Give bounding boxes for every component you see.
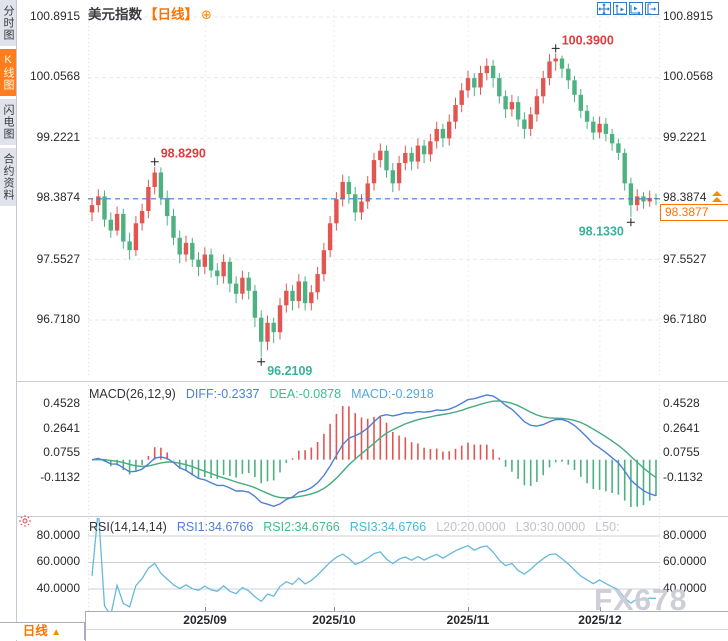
sidebar: 分时图 K线图 闪电图 合约资料 [0,0,17,641]
double-up-arrow-icon [712,191,722,203]
macd-axis-label: -0.1132 [663,470,703,484]
sidebar-tab-time-chart[interactable]: 分时图 [0,0,16,46]
add-indicator-icon[interactable]: ⊕ [201,7,212,22]
rsi1-value: RSI1:34.6766 [176,520,254,534]
svg-text:100.3900: 100.3900 [562,33,614,47]
y-axis-label: 100.0568 [29,69,80,83]
sidebar-tab-label: 合约资料 [2,153,14,201]
y-axis-label: 97.5527 [663,252,707,266]
macd-canvas[interactable] [88,385,660,516]
rsi-title: RSI(14,14,14) [89,520,167,534]
sidebar-tab-candlestick-chart[interactable]: K线图 [0,49,16,96]
rsi2-value: RSI2:34.6766 [263,520,340,534]
sidebar-tab-label: K线图 [2,54,14,91]
macd-axis-label: 0.4528 [43,396,80,410]
rsi-axis-label: 80.0000 [663,528,707,542]
scale-x-axis-icon [630,4,641,15]
up-triangle-icon: ▲ [51,627,62,638]
panel-divider [16,516,728,517]
chart-title: 美元指数 【日线】 ⊕ [88,3,212,23]
y-axis-label: 100.0568 [663,69,714,83]
sidebar-tab-label: 闪电图 [2,104,14,140]
x-axis-label: 2025/10 [312,613,356,627]
footer-separator [85,611,86,641]
y-axis-label: 98.3874 [36,190,80,204]
chart-toolbar [597,2,659,15]
panel-divider [16,381,728,382]
jump-to-latest-icon [647,2,656,15]
watermark: FX678 [594,584,688,617]
macd-diff-value: DIFF:-0.2337 [185,387,260,401]
y-axis-label: 98.3874 [663,190,707,204]
main-chart-canvas[interactable]: 98.8290 96.2109 100.3900 98.1330 [88,10,660,378]
rsi-l30-label: L30:30.0000 [515,520,586,534]
svg-text:98.8290: 98.8290 [161,147,206,161]
scale-x-axis-button[interactable] [629,2,643,15]
x-axis-label: 2025/12 [578,613,622,627]
month-tick [334,607,335,611]
macd-axis-label: 0.4528 [663,396,700,410]
timeframe-button[interactable]: 日线 ▲ [0,622,85,640]
current-price-tag: 98.3877 [660,204,728,221]
y-axis-label: 96.7180 [663,312,707,326]
macd-macd-value: MACD:-0.2918 [351,387,434,401]
pan-button[interactable] [597,2,611,15]
macd-header: MACD(26,12,9) DIFF:-0.2337 DEA:-0.0878 MACD… [89,387,444,401]
y-axis-label: 99.2221 [663,130,707,144]
y-axis-label: 99.2221 [36,130,80,144]
macd-axis-label: 0.2641 [663,421,700,435]
svg-text:98.1330: 98.1330 [579,224,624,238]
jump-to-latest-button[interactable] [645,2,659,15]
timeframe-button-label: 日线 [22,624,48,638]
month-tick [468,607,469,611]
macd-title: MACD(26,12,9) [89,387,176,401]
x-axis-bottom-line [85,629,728,630]
rsi-header: RSI(14,14,14) RSI1:34.6766 RSI2:34.6766 RSI… [89,520,630,534]
sidebar-tab-label: 分时图 [2,5,14,41]
x-axis-label: 2025/09 [183,613,227,627]
pan-icon [598,2,610,15]
macd-axis-label: 0.2641 [43,421,80,435]
month-tick [205,607,206,611]
indicator-settings-sun-icon[interactable] [19,514,31,532]
svg-text:96.2109: 96.2109 [267,364,312,378]
macd-axis-label: 0.0755 [663,445,700,459]
rsi-l50-label: L50: [595,520,620,534]
macd-dea-value: DEA:-0.0878 [269,387,342,401]
sidebar-tab-contract-info[interactable]: 合约资料 [0,148,16,206]
rsi-l20-label: L20:20.0000 [436,520,506,534]
macd-axis-label: 0.0755 [43,445,80,459]
rsi-axis-label: 60.0000 [36,554,80,568]
rsi3-value: RSI3:34.6766 [349,520,427,534]
y-axis-label: 96.7180 [36,312,80,326]
scale-y-axis-button[interactable] [613,2,627,15]
instrument-name: 美元指数 [88,7,142,22]
sidebar-tab-lightning-chart[interactable]: 闪电图 [0,99,16,145]
x-axis-line [85,611,728,612]
rsi-axis-label: 80.0000 [36,528,80,542]
rsi-canvas[interactable] [88,509,660,617]
scale-y-axis-icon [615,4,625,15]
timeframe-tag[interactable]: 【日线】 [144,7,198,22]
rsi-axis-label: 60.0000 [663,554,707,568]
rsi-axis-label: 40.0000 [36,581,80,595]
y-axis-label: 100.8915 [663,9,714,23]
macd-axis-label: -0.1132 [40,470,80,484]
rsi-axis-label: 40.0000 [663,581,707,595]
x-axis-label: 2025/11 [446,613,490,627]
month-tick [600,607,601,611]
y-axis-label: 100.8915 [29,9,80,23]
y-axis-label: 97.5527 [36,252,80,266]
